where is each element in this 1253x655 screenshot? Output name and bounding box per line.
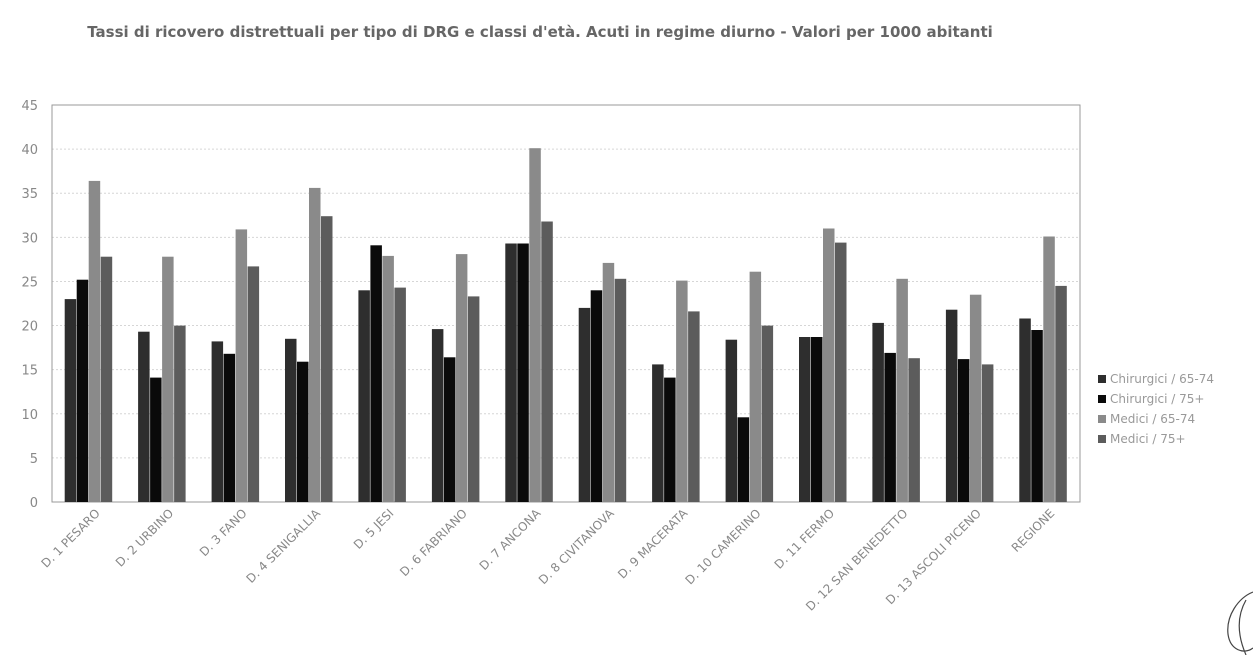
y-tick-label: 5 [30, 452, 38, 467]
x-category-label: D. 10 CAMERINO [683, 506, 764, 587]
bar [285, 338, 297, 502]
legend-label: Chirurgici / 65-74 [1110, 372, 1214, 386]
bar [1031, 330, 1043, 502]
y-tick-label: 40 [21, 143, 38, 158]
bar [150, 377, 162, 502]
bar [541, 221, 553, 502]
y-tick-label: 45 [21, 99, 38, 114]
gridlines [52, 148, 1080, 459]
y-tick-label: 25 [21, 275, 38, 290]
bars [64, 148, 1067, 503]
bar [614, 278, 627, 502]
bar [676, 280, 688, 502]
bar [945, 309, 958, 502]
y-tick-label: 0 [30, 496, 38, 511]
y-tick-label: 10 [21, 408, 38, 423]
bar [602, 262, 615, 502]
legend-swatch [1098, 395, 1106, 403]
bar [896, 278, 908, 502]
bar [969, 294, 982, 502]
x-category-label: D. 7 ANCONA [477, 506, 544, 573]
x-category-label: D. 1 PESARO [39, 506, 103, 570]
bar [578, 307, 591, 502]
legend-swatch [1098, 435, 1106, 443]
bar [590, 290, 603, 502]
bar [247, 266, 260, 502]
x-category-label: D. 5 JESI [351, 506, 397, 552]
y-axis-ticks: 0 5 10 15 20 25 30 35 40 45 [21, 99, 38, 511]
bar [100, 256, 113, 502]
bar [467, 296, 480, 502]
bar [382, 255, 394, 502]
bar [76, 279, 89, 502]
bar [88, 180, 101, 502]
legend-label: Medici / 75+ [1110, 432, 1186, 446]
legend-label: Chirurgici / 75+ [1110, 392, 1204, 406]
bar [811, 337, 823, 502]
legend: Chirurgici / 65-74 Chirurgici / 75+ Medici… [1098, 372, 1214, 446]
legend-label: Medici / 65-74 [1110, 412, 1195, 426]
x-category-label: D. 8 CIVITANOVA [536, 506, 617, 587]
bar [505, 243, 517, 502]
x-category-label: D. 2 URBINO [113, 506, 176, 569]
x-category-label: D. 3 FANO [197, 506, 250, 559]
bar [431, 329, 444, 502]
signature-mark [1227, 591, 1253, 655]
bar [761, 325, 774, 502]
bar [823, 228, 835, 502]
y-tick-label: 20 [21, 320, 38, 335]
bar [725, 339, 738, 502]
bar [174, 325, 186, 502]
bar [872, 322, 884, 502]
bar [297, 361, 309, 502]
bar [1019, 318, 1031, 502]
x-category-label: D. 11 FERMO [772, 506, 837, 571]
bar [309, 187, 321, 502]
bar [211, 341, 224, 502]
chart-title: Tassi di ricovero distrettuali per tipo … [87, 23, 993, 41]
bar [517, 243, 529, 502]
y-tick-label: 15 [21, 364, 38, 379]
legend-swatch [1098, 415, 1106, 423]
bar [162, 256, 174, 502]
bar [443, 357, 456, 502]
bar [835, 242, 847, 502]
bar [138, 331, 150, 502]
bar [370, 245, 382, 503]
bar [64, 299, 77, 502]
x-category-label: D. 9 MACERATA [615, 506, 691, 582]
bar [321, 216, 333, 502]
bar [884, 352, 896, 502]
x-category-label: D. 6 FABRIANO [397, 506, 470, 579]
plot-frame [51, 104, 1081, 503]
bar [223, 353, 236, 502]
bar [529, 148, 541, 502]
bar [455, 254, 468, 502]
bar [652, 364, 664, 502]
y-tick-label: 35 [21, 187, 38, 202]
bar [749, 271, 762, 502]
bar [664, 377, 676, 502]
bar [1043, 236, 1055, 502]
x-category-label: D. 4 SENIGALLIA [243, 506, 323, 586]
bar [358, 290, 370, 502]
bar [799, 337, 811, 502]
bar [957, 359, 970, 502]
bar [688, 311, 700, 502]
bar [908, 358, 920, 502]
y-tick-label: 30 [21, 231, 38, 246]
bar [737, 417, 750, 502]
bar [394, 287, 406, 502]
legend-swatch [1098, 375, 1106, 383]
bar [235, 229, 248, 502]
bar [981, 364, 994, 502]
x-category-label: REGIONE [1009, 506, 1058, 555]
bar [1055, 285, 1067, 502]
